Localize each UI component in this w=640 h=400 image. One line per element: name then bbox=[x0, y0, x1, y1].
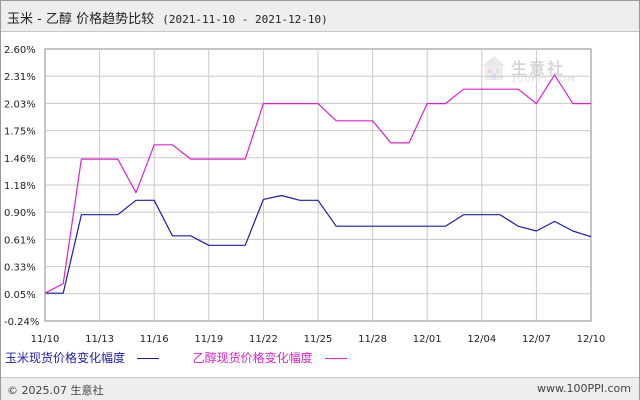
chart-title-text: 玉米 - 乙醇 价格趋势比较 bbox=[7, 12, 155, 27]
y-tick-label: -0.24% bbox=[4, 317, 39, 328]
y-tick-label: 2.03% bbox=[4, 99, 36, 110]
x-tick-label: 12/10 bbox=[577, 334, 606, 345]
footer-copyright: © 2025.07 生意社 bbox=[7, 384, 104, 397]
y-tick-label: 0.05% bbox=[4, 290, 36, 301]
x-tick-label: 12/07 bbox=[522, 334, 551, 345]
x-tick-label: 11/16 bbox=[140, 334, 169, 345]
x-tick-label: 11/19 bbox=[194, 334, 223, 345]
watermark-subtext: 100PPI.COM bbox=[511, 75, 576, 85]
y-tick-label: 0.90% bbox=[4, 208, 36, 219]
x-tick-label: 11/10 bbox=[31, 334, 60, 345]
x-tick-label: 12/01 bbox=[413, 334, 442, 345]
watermark-text: 生意社 bbox=[511, 59, 566, 78]
y-tick-label: 1.75% bbox=[4, 127, 36, 138]
footer-bar: © 2025.07 生意社 www.100PPI.com bbox=[1, 377, 639, 400]
x-tick-label: 11/25 bbox=[304, 334, 333, 345]
chart-date-range: (2021-11-10 - 2021-12-10) bbox=[162, 13, 328, 26]
legend-item-series2: 乙醇现货价格变化幅度 bbox=[193, 349, 347, 366]
line-chart: -0.24% 0.05% 0.33% 0.61% 0.90% 1.18% 1.46% 1.75… bbox=[4, 45, 606, 345]
y-tick-label: 2.60% bbox=[4, 45, 36, 56]
x-tick-label: 12/04 bbox=[467, 334, 496, 345]
x-tick-label: 11/13 bbox=[85, 334, 114, 345]
legend: 玉米现货价格变化幅度 乙醇现货价格变化幅度 bbox=[5, 349, 377, 366]
y-tick-label: 1.46% bbox=[4, 154, 36, 165]
chart-title: 玉米 - 乙醇 价格趋势比较 (2021-11-10 - 2021-12-10) bbox=[7, 8, 328, 27]
y-tick-label: 2.31% bbox=[4, 72, 36, 83]
legend-label-series1: 玉米现货价格变化幅度 bbox=[5, 351, 126, 365]
legend-label-series2: 乙醇现货价格变化幅度 bbox=[192, 351, 313, 365]
title-bar: 玉米 - 乙醇 价格趋势比较 (2021-11-10 - 2021-12-10) bbox=[1, 1, 639, 32]
y-tick-label: 1.18% bbox=[4, 181, 36, 192]
legend-swatch-series1 bbox=[136, 358, 159, 359]
legend-item-series1: 玉米现货价格变化幅度 bbox=[5, 349, 159, 366]
y-tick-label: 0.33% bbox=[4, 263, 36, 274]
x-tick-label: 11/28 bbox=[358, 334, 387, 345]
y-tick-label: 0.61% bbox=[4, 235, 36, 246]
x-tick-label: 11/22 bbox=[249, 334, 278, 345]
legend-swatch-series2 bbox=[324, 358, 347, 359]
series-line-2 bbox=[44, 74, 591, 294]
series-line-1 bbox=[45, 194, 592, 294]
footer-site-link[interactable]: www.100PPI.com bbox=[537, 382, 631, 395]
